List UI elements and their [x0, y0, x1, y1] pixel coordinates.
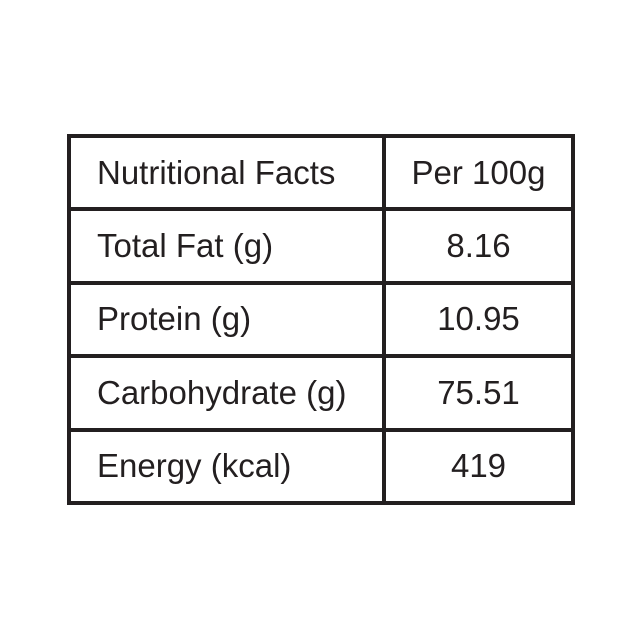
table-row: Protein (g) 10.95 [67, 280, 575, 359]
table-row: Carbohydrate (g) 75.51 [67, 354, 575, 432]
table-body: Nutritional Facts Per 100g Total Fat (g)… [67, 133, 575, 506]
header-row: Nutritional Facts Per 100g [67, 133, 575, 212]
table-row: Total Fat (g) 8.16 [67, 207, 575, 285]
table-row: Energy (kcal) 419 [67, 427, 575, 506]
nutrient-name: Carbohydrate (g) [67, 354, 386, 432]
nutrient-value: 8.16 [382, 207, 575, 285]
nutrient-name: Protein (g) [67, 280, 386, 359]
nutrient-value: 75.51 [382, 354, 575, 432]
header-cell: Nutritional Facts [67, 133, 386, 212]
nutrient-value: 10.95 [382, 280, 575, 359]
nutrient-name: Total Fat (g) [67, 207, 386, 285]
nutrient-value: 419 [382, 427, 575, 506]
nutrient-name: Energy (kcal) [67, 427, 386, 506]
nutrition-table: Nutritional Facts Per 100g Total Fat (g)… [67, 133, 575, 506]
header-cell: Per 100g [382, 133, 575, 212]
